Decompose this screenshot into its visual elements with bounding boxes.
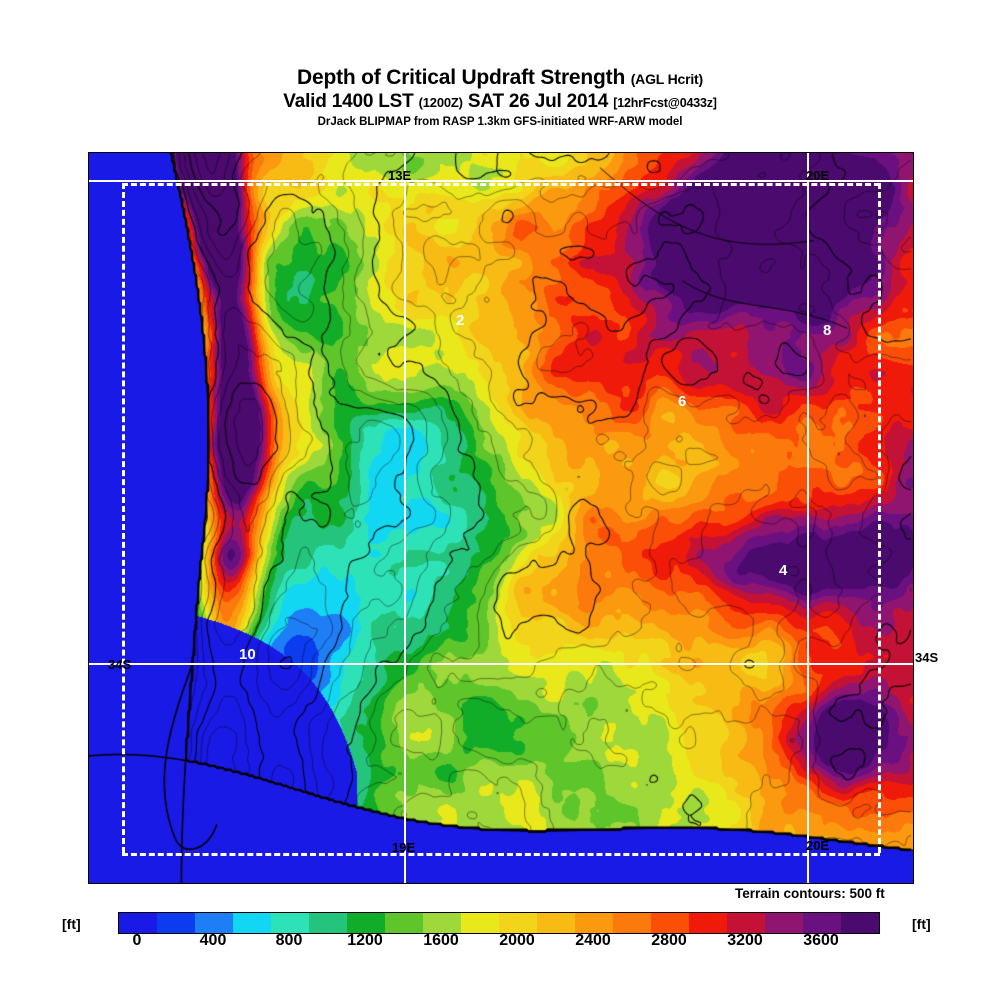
- chart-subtitle: Valid 1400 LST (1200Z) SAT 26 Jul 2014 […: [0, 91, 1000, 114]
- colorbar-tick-2800: 2800: [651, 932, 687, 949]
- colorbar-band-14: [651, 913, 689, 933]
- domain-box-bottom: [122, 853, 880, 856]
- colorbar-band-9: [461, 913, 499, 933]
- colorbar-tick-2400: 2400: [575, 932, 611, 949]
- chart-title: Depth of Critical Updraft Strength (AGL …: [0, 66, 1000, 91]
- map-label-lon-20e-bottom: 20E: [806, 838, 830, 853]
- colorbar-unit-right: [ft]: [912, 916, 931, 932]
- colorbar-tick-1200: 1200: [347, 932, 383, 949]
- map-label-lon-20e-top: 20E: [806, 168, 830, 183]
- colorbar-band-6: [347, 913, 385, 933]
- colorbar-band-5: [309, 913, 347, 933]
- colorbar-tick-3600: 3600: [803, 932, 839, 949]
- value-marker-4: 4: [779, 562, 788, 579]
- colorbar-band-1: [157, 913, 195, 933]
- terrain-contour-note: Terrain contours: 500 ft: [735, 886, 885, 901]
- colorbar-band-4: [271, 913, 309, 933]
- value-marker-8: 8: [823, 322, 832, 339]
- valid-time-zulu: (1200Z): [418, 95, 463, 110]
- colorbar-tick-400: 400: [199, 932, 227, 949]
- colorbar-unit-left: [ft]: [62, 916, 81, 932]
- title-block: Depth of Critical Updraft Strength (AGL …: [0, 0, 1000, 130]
- gridline-lon-20e: [807, 153, 809, 883]
- colorbar-tick-0: 0: [132, 932, 142, 949]
- model-source: DrJack BLIPMAP from RASP 1.3km GFS-initi…: [317, 116, 683, 128]
- value-marker-10: 10: [239, 646, 256, 663]
- colorbar-band-2: [195, 913, 233, 933]
- colorbar-band-11: [537, 913, 575, 933]
- chart-title-suffix: (AGL Hcrit): [630, 71, 703, 87]
- colorbar-tick-3200: 3200: [727, 932, 763, 949]
- colorbar-band-19: [841, 913, 879, 933]
- colorbar-tick-2000: 2000: [499, 932, 535, 949]
- chart-title-main: Depth of Critical Updraft Strength: [297, 66, 626, 89]
- colorbar-band-13: [613, 913, 651, 933]
- map-label-lat-34s: 34S: [108, 657, 132, 672]
- colorbar-tick-800: 800: [275, 932, 303, 949]
- colorbar-band-7: [385, 913, 423, 933]
- colorbar-band-8: [423, 913, 461, 933]
- value-marker-6: 6: [678, 393, 687, 410]
- value-marker-2: 2: [456, 312, 465, 329]
- map-raster: [89, 153, 913, 883]
- map-label-lon-13e: 13E: [388, 168, 412, 183]
- colorbar-tick-1600: 1600: [423, 932, 459, 949]
- valid-time: Valid 1400 LST: [283, 91, 414, 112]
- colorbar-band-0: [119, 913, 157, 933]
- forecast-hour: [12hrFcst@0433z]: [613, 96, 717, 110]
- colorbar-band-12: [575, 913, 613, 933]
- colorbar: [118, 912, 880, 934]
- colorbar-band-3: [233, 913, 271, 933]
- colorbar-band-17: [765, 913, 803, 933]
- colorbar-band-16: [727, 913, 765, 933]
- forecast-map[interactable]: [88, 152, 914, 884]
- gridline-lat-34s: [89, 663, 913, 665]
- gridline-lat-top: [89, 180, 913, 182]
- map-label-lat-right-34s: 34S: [915, 650, 939, 665]
- colorbar-band-10: [499, 913, 537, 933]
- colorbar-band-15: [689, 913, 727, 933]
- colorbar-band-18: [803, 913, 841, 933]
- valid-date: SAT 26 Jul 2014: [467, 91, 609, 112]
- gridline-lon-13e: [404, 153, 406, 883]
- map-label-lon-19e: 19E: [392, 840, 416, 855]
- domain-box-top: [122, 183, 880, 186]
- domain-box-left: [122, 183, 125, 853]
- domain-box-right: [878, 183, 881, 853]
